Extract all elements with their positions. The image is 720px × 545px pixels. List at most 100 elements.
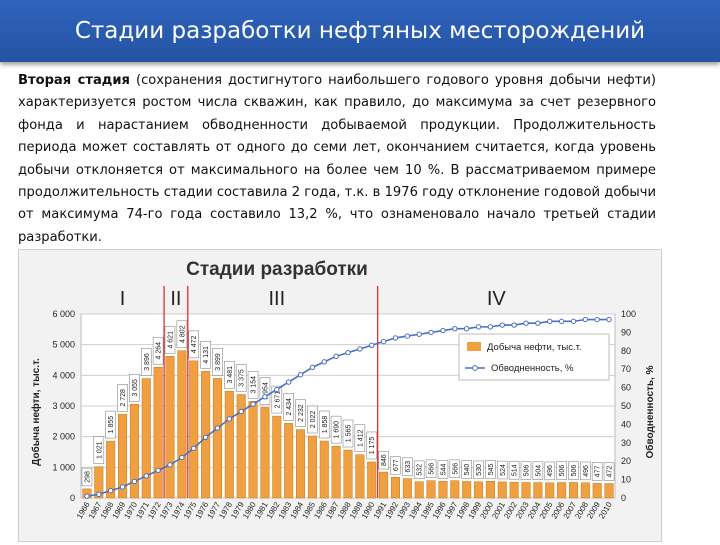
bar (153, 366, 163, 499)
legend: Добыча нефти, тыс.т. Обводненность, % (458, 333, 610, 381)
water-cut-point (594, 316, 600, 323)
bar (319, 440, 329, 499)
bar (224, 390, 234, 499)
y2-tick-label: 100 (621, 309, 636, 319)
water-cut-point (167, 462, 173, 468)
y2-tick-label: 20 (621, 456, 631, 466)
data-label: 1 858 (322, 416, 329, 434)
paragraph-lead: Вторая стадия (18, 73, 130, 88)
bar (212, 378, 222, 499)
water-cut-point (297, 372, 304, 378)
data-label: 3 896 (144, 353, 151, 371)
water-cut-point (428, 329, 434, 336)
data-label: 472 (607, 466, 614, 478)
stage-layer: I II III IV (120, 286, 507, 498)
y2-tick-label: 80 (621, 346, 631, 356)
data-label: 532 (417, 464, 424, 476)
data-label-box (390, 456, 401, 475)
bar (509, 481, 519, 499)
y2-tick-label: 90 (621, 327, 631, 337)
bar (604, 483, 614, 499)
data-label: 2 434 (286, 398, 293, 416)
legend-box (458, 333, 610, 381)
bar (248, 401, 258, 499)
water-cut-point (440, 327, 446, 334)
water-cut-point (143, 473, 149, 479)
data-label: 1 690 (334, 421, 341, 439)
water-cut-point (131, 478, 138, 485)
data-label-box (117, 384, 128, 412)
data-label: 496 (583, 465, 590, 477)
bar (568, 482, 578, 499)
bar (307, 435, 317, 499)
production-chart: Стадии разработки Добыча нефти, тыс.т. О… (30, 259, 656, 520)
data-label-box (164, 325, 176, 354)
data-label-box (520, 461, 532, 480)
data-label: 506 (571, 465, 578, 477)
y2-tick-label: 40 (621, 419, 631, 429)
y2-tick-label: 0 (621, 493, 626, 503)
data-label-box (378, 450, 389, 470)
data-label-box (568, 461, 579, 480)
bar (260, 407, 270, 499)
stage-label: III (268, 288, 285, 310)
data-label-box (295, 399, 306, 427)
bar (272, 415, 282, 499)
chart-panel: Стадии разработки Добыча нефти, тыс.т. О… (18, 249, 662, 542)
legend-bar-swatch (467, 342, 481, 351)
y2-tick-label: 60 (621, 383, 631, 393)
data-label-box (235, 364, 247, 392)
data-label-box (603, 462, 615, 481)
bar (118, 414, 128, 499)
data-label: 4 802 (179, 325, 186, 343)
bar (141, 378, 151, 499)
bar (165, 356, 175, 499)
y2-tick-label: 10 (621, 475, 631, 485)
y-tick-label: 4 000 (52, 370, 75, 380)
water-cut-point (392, 335, 399, 341)
y2-tick-label: 70 (621, 364, 631, 374)
bar (580, 482, 590, 499)
data-label-box (188, 330, 200, 359)
water-cut-point (214, 425, 221, 431)
bar (592, 483, 602, 499)
water-cut-point (606, 316, 612, 323)
water-cut-point (582, 316, 589, 323)
data-label: 4 472 (191, 336, 198, 354)
water-cut-point (309, 364, 316, 371)
y-tick-label: 0 (70, 493, 75, 503)
data-label: 2 954 (262, 382, 269, 400)
data-label-box (461, 460, 472, 479)
stage-label: IV (487, 288, 507, 310)
bar (129, 404, 139, 499)
water-cut-point (107, 487, 114, 494)
data-label: 540 (464, 464, 471, 476)
data-label-box (176, 320, 188, 349)
bar (533, 482, 543, 499)
data-label-box (271, 385, 283, 414)
data-label-box (247, 370, 259, 399)
legend-label-watercut: Обводненность, % (491, 363, 574, 374)
data-label-box (330, 415, 342, 444)
bar (426, 480, 436, 499)
data-label: 545 (488, 463, 495, 475)
data-label-box (105, 410, 116, 439)
bar (545, 482, 555, 499)
axis-layer: 0 1 000 2 000 3 000 4 000 5 000 6 000 0 10 20 30 40… (52, 309, 636, 520)
bar (390, 476, 400, 499)
bar (474, 481, 484, 499)
data-label-box (212, 348, 223, 376)
bar (402, 478, 412, 499)
legend-line-marker (472, 365, 478, 371)
water-cut-point (179, 454, 185, 461)
bar (414, 481, 424, 499)
line-layer (84, 316, 612, 499)
data-label-box (580, 461, 591, 481)
slide-paragraph: Вторая стадия (сохранения достигнутого н… (18, 70, 656, 249)
data-label-box (200, 341, 211, 369)
data-label-box (473, 460, 484, 480)
bar (284, 423, 294, 499)
data-label: 506 (524, 465, 531, 477)
water-cut-point (380, 338, 387, 345)
water-cut-point (369, 342, 375, 348)
